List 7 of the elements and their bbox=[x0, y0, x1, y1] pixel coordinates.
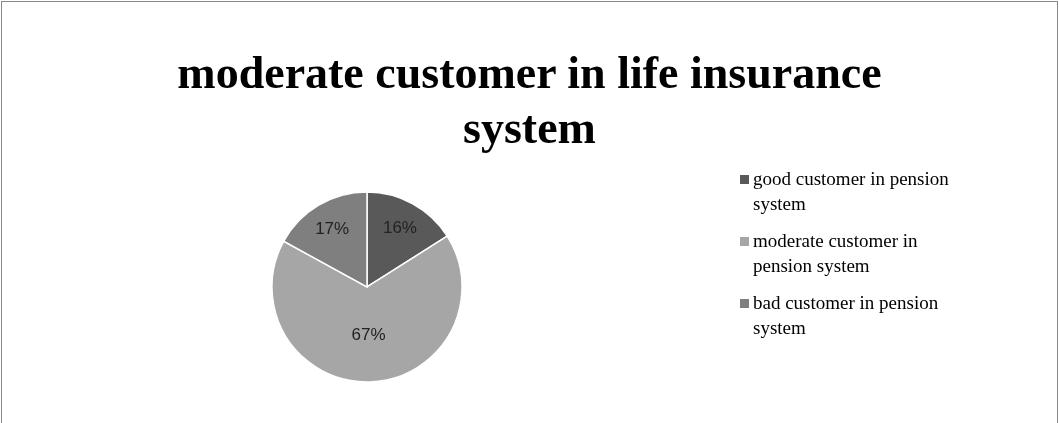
data-label: 17% bbox=[315, 219, 350, 239]
chart-title: moderate customer in life insurance system bbox=[177, 47, 882, 153]
legend-label: good customer in pension system bbox=[753, 168, 950, 214]
legend-label: moderate customer in pension system bbox=[753, 230, 919, 276]
legend-label: bad customer in pension system bbox=[753, 292, 939, 338]
data-label: 16% bbox=[382, 218, 417, 238]
data-label: 67% bbox=[351, 325, 386, 345]
